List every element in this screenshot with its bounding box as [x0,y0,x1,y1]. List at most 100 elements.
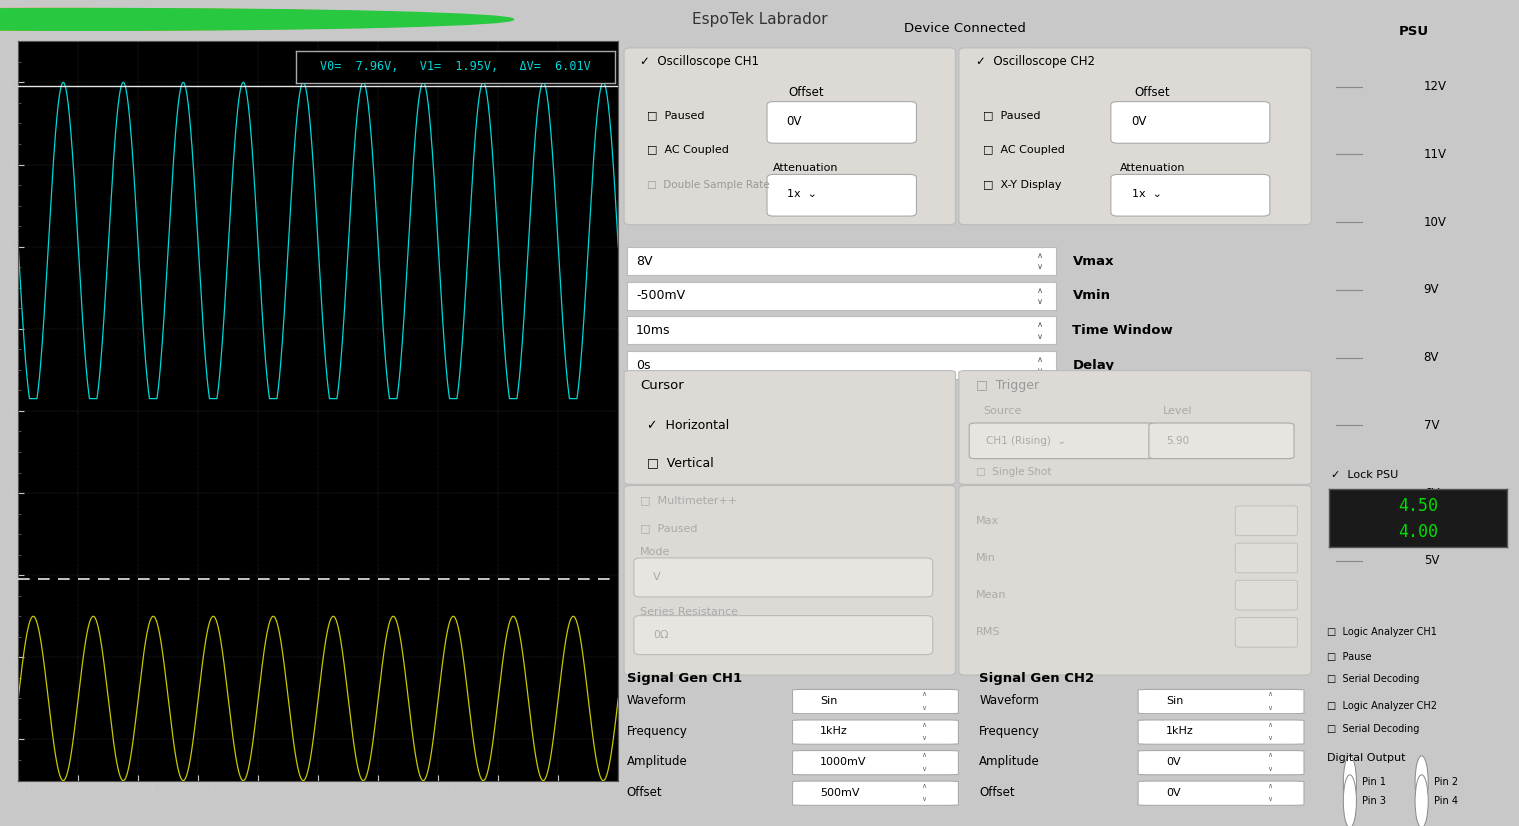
FancyBboxPatch shape [633,615,933,654]
Text: Pin 2: Pin 2 [1434,777,1458,787]
Text: -500mV: -500mV [636,289,685,302]
FancyBboxPatch shape [793,720,958,744]
Text: ∨: ∨ [922,735,927,741]
Text: CH1 (Rising)  ⌄: CH1 (Rising) ⌄ [986,436,1066,446]
Text: □  Paused: □ Paused [641,523,697,534]
Text: ∨: ∨ [922,705,927,710]
FancyBboxPatch shape [624,371,955,484]
Circle shape [1416,775,1428,826]
Text: Offset: Offset [1135,87,1170,99]
Text: 4.00: 4.00 [1397,524,1438,541]
Text: Time Window: Time Window [1072,324,1173,337]
Text: 1x  ⌄: 1x ⌄ [1132,189,1162,199]
Text: ✓  Oscilloscope CH1: ✓ Oscilloscope CH1 [641,55,760,69]
Text: ∨: ∨ [922,766,927,771]
Text: Waveform: Waveform [980,695,1039,707]
Text: 0V: 0V [1165,757,1180,767]
Text: ∧: ∧ [1267,722,1271,728]
Text: 0V: 0V [787,115,802,128]
Text: □  Logic Analyzer CH2: □ Logic Analyzer CH2 [1328,701,1437,711]
Text: 6V: 6V [1423,487,1438,500]
Text: 12V: 12V [1423,80,1446,93]
Text: ✓  Lock PSU: ✓ Lock PSU [1331,470,1399,480]
FancyBboxPatch shape [969,423,1156,458]
FancyBboxPatch shape [1138,751,1303,775]
Text: V: V [653,572,661,582]
FancyBboxPatch shape [1138,720,1303,744]
Text: ∧: ∧ [922,691,927,697]
Text: Sin: Sin [820,695,837,706]
Text: □  Pause: □ Pause [1328,652,1372,662]
Text: Series Resistance: Series Resistance [641,607,738,617]
Text: Level: Level [1162,406,1192,415]
FancyBboxPatch shape [624,48,955,225]
Text: Offset: Offset [627,786,662,799]
Circle shape [0,8,486,31]
Text: ∨: ∨ [1037,331,1044,340]
Circle shape [1343,775,1356,826]
Text: Signal Gen CH2: Signal Gen CH2 [980,672,1094,686]
FancyBboxPatch shape [767,102,916,143]
FancyBboxPatch shape [1138,781,1303,805]
Text: 500mV: 500mV [820,787,860,798]
Text: □  Double Sample Rate: □ Double Sample Rate [647,180,770,190]
Text: ✓  Horizontal: ✓ Horizontal [647,419,729,432]
Text: 1kHz: 1kHz [820,726,848,737]
Text: 8V: 8V [636,254,653,268]
Text: □  X-Y Display: □ X-Y Display [983,180,1062,190]
Text: Offset: Offset [980,786,1015,799]
Text: Mean: Mean [977,590,1007,601]
Text: 0V: 0V [1165,787,1180,798]
Text: 10V: 10V [1423,216,1446,229]
Text: ∧: ∧ [1037,355,1044,364]
Text: V0=  7.96V,   V1=  1.95V,   ΔV=  6.01V: V0= 7.96V, V1= 1.95V, ΔV= 6.01V [321,60,591,74]
Text: □  Paused: □ Paused [983,111,1041,121]
FancyBboxPatch shape [1138,690,1303,714]
Text: ∨: ∨ [1037,262,1044,271]
Text: 0Ω: 0Ω [653,630,668,640]
Text: Attenuation: Attenuation [1120,163,1185,173]
Text: Max: Max [977,515,1000,526]
FancyBboxPatch shape [793,751,958,775]
Text: ∨: ∨ [1267,766,1271,771]
FancyBboxPatch shape [1110,102,1270,143]
Text: ∨: ∨ [1267,705,1271,710]
FancyBboxPatch shape [1148,423,1294,458]
Text: ∧: ∧ [1267,691,1271,697]
FancyBboxPatch shape [1235,544,1297,573]
Text: Vmax: Vmax [1072,254,1113,268]
FancyBboxPatch shape [1235,618,1297,648]
FancyBboxPatch shape [1235,580,1297,610]
Text: ∧: ∧ [1037,286,1044,295]
Text: Cursor: Cursor [641,378,684,392]
Text: 4.50: 4.50 [1397,497,1438,515]
Text: Attenuation: Attenuation [773,163,838,173]
Text: Mode: Mode [641,548,671,558]
FancyBboxPatch shape [624,486,955,675]
Text: ∧: ∧ [922,783,927,789]
FancyBboxPatch shape [793,690,958,714]
Text: ∧: ∧ [922,752,927,758]
Text: EspoTek Labrador: EspoTek Labrador [691,12,828,27]
Text: 1kHz: 1kHz [1165,726,1194,737]
Text: Sin: Sin [1165,695,1183,706]
Text: □  Serial Decoding: □ Serial Decoding [1328,724,1420,733]
Text: □  AC Coupled: □ AC Coupled [647,145,729,155]
Text: □  AC Coupled: □ AC Coupled [983,145,1065,155]
Text: 7V: 7V [1423,419,1438,432]
FancyBboxPatch shape [793,781,958,805]
Text: ∧: ∧ [1037,251,1044,260]
Text: □  Serial Decoding: □ Serial Decoding [1328,674,1420,684]
Text: Amplitude: Amplitude [980,756,1041,768]
Text: ∨: ∨ [1037,366,1044,375]
FancyBboxPatch shape [767,174,916,216]
FancyBboxPatch shape [958,486,1311,675]
Text: 1000mV: 1000mV [820,757,867,767]
Text: Signal Gen CH1: Signal Gen CH1 [627,672,741,686]
Text: ∨: ∨ [1267,735,1271,741]
Text: 9V: 9V [1423,283,1438,297]
Text: 11V: 11V [1423,148,1446,161]
Text: 1x  ⌄: 1x ⌄ [787,189,817,199]
Text: Frequency: Frequency [627,725,688,738]
Text: Delay: Delay [1072,358,1115,372]
